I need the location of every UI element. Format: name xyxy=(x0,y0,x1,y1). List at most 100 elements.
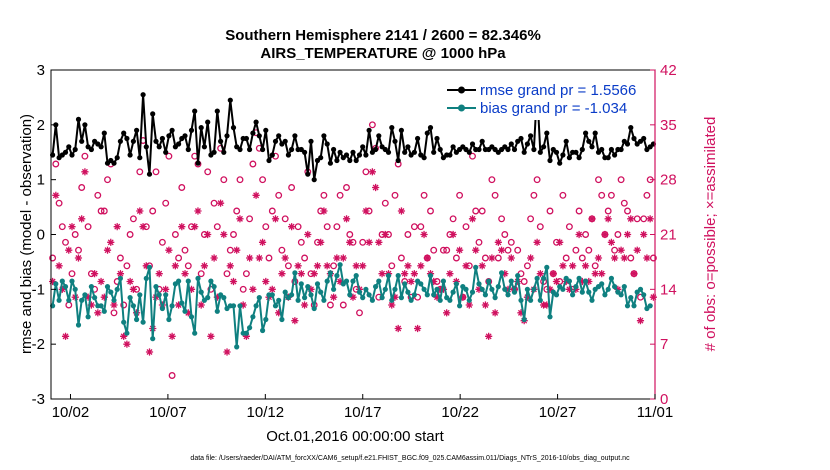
y-tick-label-5: 2 xyxy=(37,117,45,134)
bias-point-69 xyxy=(272,303,279,309)
bias-point-46 xyxy=(198,289,204,295)
obs-possible-point-128 xyxy=(462,223,470,231)
obs-assimilated-point-156 xyxy=(552,277,561,286)
obs-assimilated-point-92 xyxy=(346,238,354,246)
obs-assimilated-point-38 xyxy=(171,262,179,270)
obs-possible-point-163 xyxy=(575,207,583,215)
obs-assimilated-point-108 xyxy=(397,207,406,215)
obs-assimilated-point-124 xyxy=(449,230,457,239)
bias-point-35 xyxy=(163,292,169,298)
rmse-point-165 xyxy=(583,130,589,136)
obs-assimilated-point-99 xyxy=(368,168,376,176)
rmse-point-44 xyxy=(192,108,198,114)
obs-possible-point-42 xyxy=(184,262,192,270)
bias-point-18 xyxy=(108,289,114,295)
obs-assimilated-point-114 xyxy=(417,262,425,270)
obs-assimilated-point-93 xyxy=(349,293,357,301)
y2-tick-label-4: 28 xyxy=(660,172,677,189)
obs-possible-point-24 xyxy=(126,231,134,238)
obs-assimilated-point-40 xyxy=(178,223,186,231)
obs-possible-point-34 xyxy=(158,238,166,246)
rmse-point-45 xyxy=(195,160,201,166)
obs-possible-point-103 xyxy=(381,199,389,207)
rmse-point-22 xyxy=(121,130,127,136)
bias-point-128 xyxy=(463,286,469,292)
bias-point-86 xyxy=(327,270,333,276)
rmse-point-130 xyxy=(469,141,476,147)
bias-point-111 xyxy=(408,297,414,303)
rmse-point-93 xyxy=(350,149,356,155)
obs-assimilated-point-45 xyxy=(194,207,202,215)
obs-assimilated-point-164 xyxy=(578,277,586,286)
bias-point-93 xyxy=(350,278,356,284)
obs-possible-point-110 xyxy=(404,231,412,238)
x-tick-label-1: 10/07 xyxy=(149,404,187,421)
bias-point-145 xyxy=(518,297,524,303)
obs-assimilated-point-15 xyxy=(97,277,105,286)
obs-assimilated-point-84 xyxy=(320,207,328,215)
rmse-point-154 xyxy=(547,157,553,164)
bias-point-178 xyxy=(624,303,631,309)
obs-possible-point-10 xyxy=(81,152,89,160)
obs-assimilated-point-51 xyxy=(213,293,221,301)
obs-assimilated-point-13 xyxy=(91,270,99,278)
bias-point-171 xyxy=(602,292,608,298)
obs-possible-point-62 xyxy=(249,160,257,168)
obs-assimilated-point-69 xyxy=(271,215,280,223)
obs-possible-point-150 xyxy=(533,176,541,184)
obs-possible-point-65 xyxy=(259,176,267,184)
obs-possible-point-184 xyxy=(643,191,651,199)
bias-point-180 xyxy=(631,303,637,309)
bias-point-92 xyxy=(347,292,353,298)
bias-point-80 xyxy=(308,292,314,298)
bias-point-140 xyxy=(502,286,508,292)
bias-point-120 xyxy=(437,297,443,303)
obs-assimilated-point-44 xyxy=(191,223,199,231)
x-axis-label: Oct.01,2016 00:00:00 start xyxy=(266,428,444,445)
chart-subtitle: AIRS_TEMPERATURE @ 1000 hPa xyxy=(260,45,506,62)
rmse-point-159 xyxy=(563,138,569,144)
obs-assimilated-point-100 xyxy=(372,183,380,192)
rmse-point-149 xyxy=(531,146,537,153)
obs-possible-point-148 xyxy=(527,215,535,223)
obs-possible-point-50 xyxy=(210,199,218,207)
obs-possible-point-48 xyxy=(204,168,212,176)
obs-assimilated-point-183 xyxy=(640,230,648,239)
obs-assimilated-point-0 xyxy=(49,277,57,286)
bias-point-114 xyxy=(418,281,424,287)
bias-point-153 xyxy=(544,264,550,270)
bias-line xyxy=(51,263,651,348)
obs-possible-point-56 xyxy=(230,231,237,238)
rmse-point-24 xyxy=(127,152,133,158)
rmse-point-39 xyxy=(176,141,182,147)
y-axis-label: rmse and bias (model - observation) xyxy=(18,114,35,354)
rmse-point-9 xyxy=(79,138,85,144)
obs-possible-point-67 xyxy=(265,254,273,262)
bias-point-3 xyxy=(59,278,65,284)
bias-point-110 xyxy=(405,289,411,295)
rmse-point-117 xyxy=(427,125,434,131)
obs-assimilated-point-74 xyxy=(288,223,296,231)
bias-point-88 xyxy=(334,273,340,279)
obs-possible-point-122 xyxy=(443,246,451,254)
obs-assimilated-point-61 xyxy=(246,254,254,262)
bias-point-173 xyxy=(608,275,615,281)
obs-assimilated-point-85 xyxy=(323,262,331,270)
bias-point-103 xyxy=(382,286,388,292)
obs-possible-point-76 xyxy=(294,223,302,231)
rmse-point-47 xyxy=(201,144,207,150)
bias-point-13 xyxy=(92,295,98,301)
bias-point-117 xyxy=(427,273,434,279)
bias-point-81 xyxy=(311,305,317,312)
bias-point-37 xyxy=(169,303,175,309)
obs-assimilated-point-11 xyxy=(84,293,92,301)
bias-point-48 xyxy=(205,295,211,301)
bias-point-147 xyxy=(524,286,531,292)
obs-possible-point-17 xyxy=(104,176,111,184)
rmse-point-110 xyxy=(405,144,411,150)
obs-possible-point-175 xyxy=(614,231,622,238)
bias-point-146 xyxy=(521,316,527,323)
bias-point-166 xyxy=(586,289,592,295)
obs-assimilated-point-139 xyxy=(497,246,506,254)
rmse-point-5 xyxy=(66,144,72,150)
